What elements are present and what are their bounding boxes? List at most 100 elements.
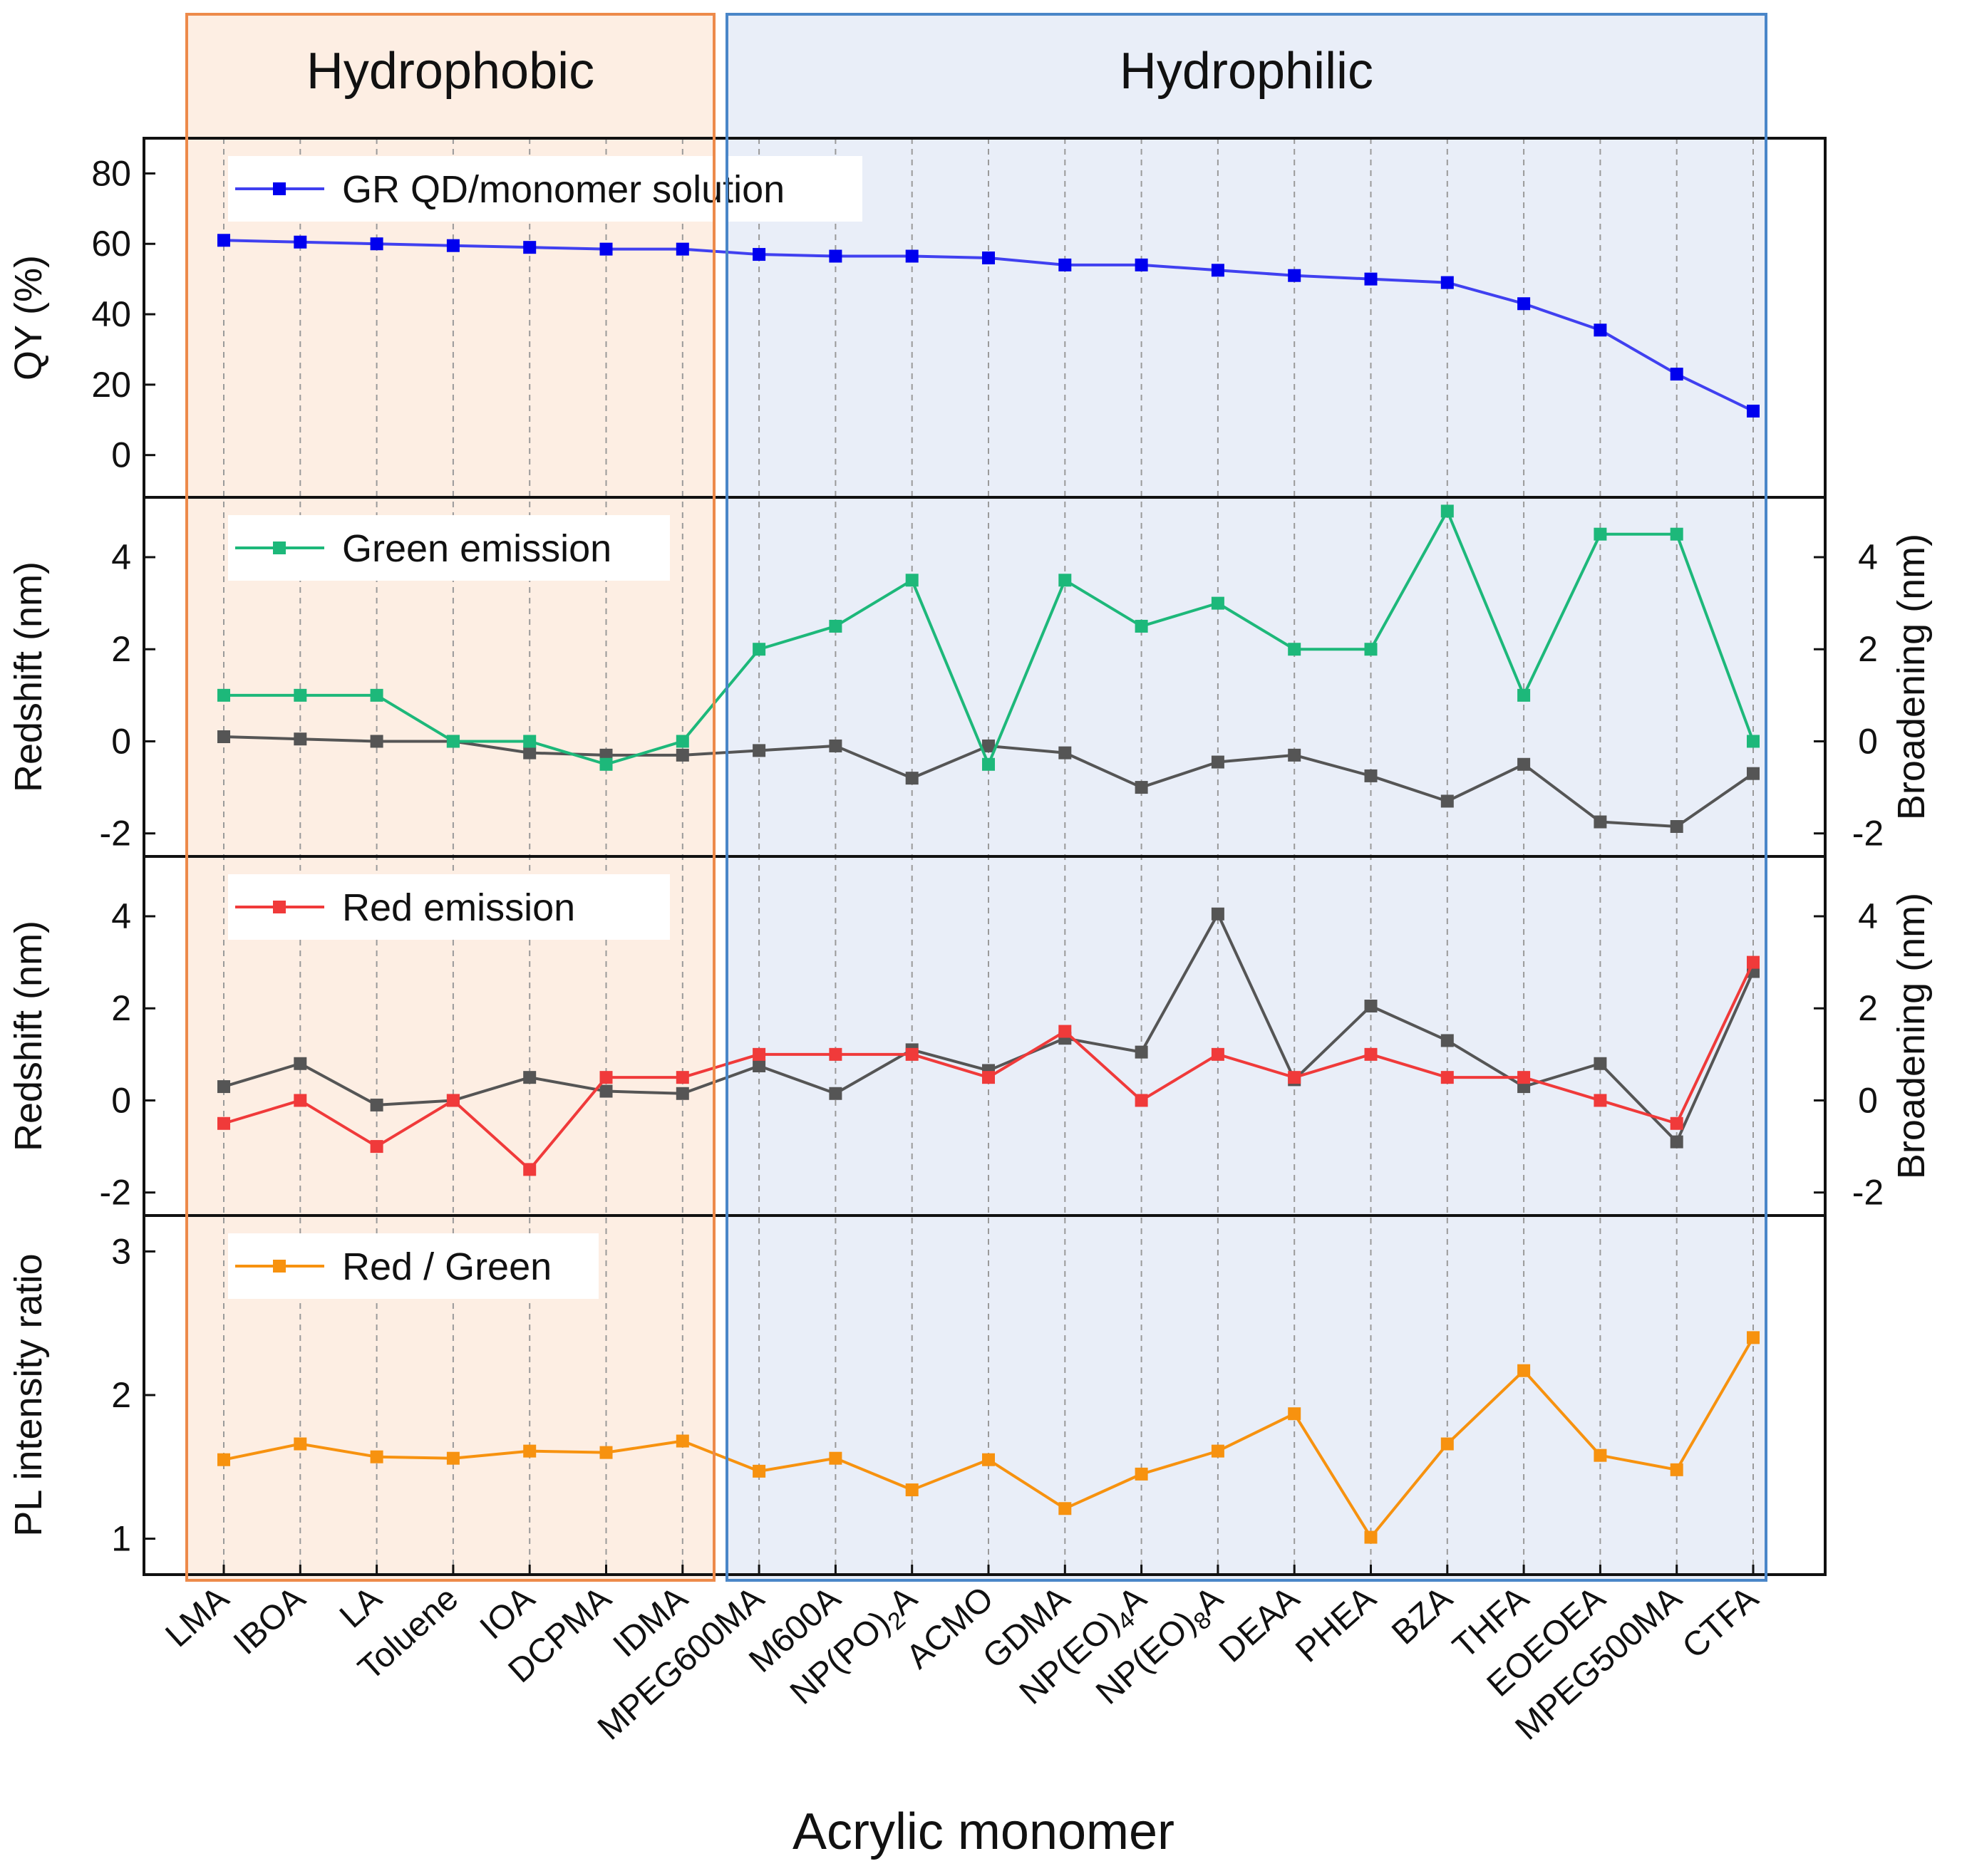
point-red-green-m600a (829, 1451, 842, 1465)
point-red-emission-redshift-dcpma (599, 1071, 613, 1084)
point-green-emission-broadening-ctfa (1747, 767, 1760, 780)
series-gr-qd-monomer-solution (217, 234, 1760, 418)
point-gr-qd-monomer-solution-dcpma (599, 242, 613, 256)
panel-green-ytick-label: 4 (111, 537, 131, 577)
point-red-green-np-eo-8a (1211, 1444, 1224, 1458)
point-green-emission-redshift-la (370, 688, 383, 702)
point-red-green-np-po-2a (905, 1483, 919, 1497)
point-gr-qd-monomer-solution-np-eo-4a (1135, 258, 1148, 271)
point-green-emission-redshift-np-eo-4a (1135, 619, 1148, 633)
point-red-emission-redshift-np-eo-4a (1135, 1094, 1148, 1107)
x-label-text: PHEA (1289, 1580, 1383, 1670)
series-red-green (217, 1331, 1760, 1544)
point-green-emission-redshift-deaa (1288, 643, 1301, 656)
panel-green-ylabel: Redshift (nm) (7, 561, 50, 792)
point-gr-qd-monomer-solution-toluene (446, 239, 460, 252)
point-gr-qd-monomer-solution-phea (1364, 272, 1378, 286)
point-green-emission-broadening-ioa (523, 746, 537, 760)
point-red-green-eoeoea (1594, 1449, 1607, 1462)
panel-green-ytick-label: 0 (111, 721, 131, 761)
panel-green-ytick-label: -2 (100, 814, 131, 854)
point-red-emission-broadening-la (370, 1098, 383, 1111)
point-red-emission-redshift-iboa (294, 1094, 307, 1107)
panel-green-ytick-label-right: -2 (1852, 814, 1884, 854)
panel-qy-ytick-label: 80 (91, 153, 131, 193)
panel-red-ytick-label: 4 (111, 896, 131, 936)
region-hydrophobic-background (187, 14, 714, 1580)
panel-red-ytick-label: 2 (111, 988, 131, 1028)
x-label-text: ACMO (899, 1580, 1001, 1677)
panel-qy-ytick-label: 40 (91, 294, 131, 334)
point-gr-qd-monomer-solution-np-eo-8a (1211, 264, 1224, 277)
point-green-emission-broadening-lma (217, 730, 230, 743)
x-label-acmo: ACMO (899, 1580, 1001, 1677)
panel-ratio-ytick-label: 1 (111, 1519, 131, 1559)
panel-red-ytick-label-right: 0 (1858, 1080, 1878, 1120)
point-red-emission-redshift-toluene (446, 1094, 460, 1107)
point-green-emission-broadening-gdma (1058, 746, 1072, 760)
x-axis-title: Acrylic monomer (792, 1803, 1174, 1860)
point-green-emission-redshift-eoeoea (1594, 527, 1607, 541)
point-red-green-phea (1364, 1530, 1378, 1544)
point-green-emission-redshift-ioa (523, 735, 537, 748)
series-green-emission-redshift (217, 504, 1760, 771)
point-red-emission-redshift-idma (676, 1071, 689, 1084)
point-green-emission-broadening-np-eo-4a (1135, 781, 1148, 794)
point-green-emission-broadening-acmo (982, 739, 995, 752)
point-red-emission-broadening-mpeg600ma (753, 1059, 766, 1072)
point-red-green-ctfa (1747, 1331, 1760, 1344)
point-red-emission-broadening-mpeg500ma (1670, 1135, 1683, 1149)
point-red-green-dcpma (599, 1446, 613, 1459)
point-red-green-mpeg500ma (1670, 1463, 1683, 1476)
x-label-text: LA (333, 1580, 389, 1636)
panel-red-legend: Red emission (228, 874, 670, 940)
point-green-emission-redshift-np-po-2a (905, 574, 919, 587)
point-green-emission-broadening-la (370, 735, 383, 748)
point-red-green-iboa (294, 1437, 307, 1451)
point-gr-qd-monomer-solution-deaa (1288, 269, 1301, 282)
point-green-emission-redshift-dcpma (599, 757, 613, 771)
point-red-green-idma (676, 1434, 689, 1448)
point-red-emission-broadening-phea (1364, 1000, 1378, 1012)
point-red-green-gdma (1058, 1502, 1072, 1515)
point-green-emission-broadening-deaa (1288, 748, 1301, 762)
point-red-emission-redshift-mpeg500ma (1670, 1116, 1683, 1130)
point-red-emission-broadening-iboa (294, 1057, 307, 1070)
point-green-emission-broadening-iboa (294, 732, 307, 746)
point-green-emission-redshift-gdma (1058, 574, 1072, 587)
panel-green: -2 -2 0 0 2 2 4 4 Redshift (nm) Broadening (nm) Gr… (7, 496, 1933, 858)
point-red-emission-redshift-m600a (829, 1047, 842, 1061)
panel-qy: 0 20 40 60 80 QY (%) GR QD/monomer solution (7, 137, 1827, 499)
x-label-lma: LMA (159, 1580, 237, 1654)
point-green-emission-broadening-np-eo-8a (1211, 755, 1224, 769)
point-red-emission-broadening-eoeoea (1594, 1057, 1607, 1070)
point-gr-qd-monomer-solution-eoeoea (1594, 323, 1607, 337)
point-red-emission-redshift-gdma (1058, 1025, 1072, 1038)
point-green-emission-broadening-mpeg500ma (1670, 820, 1683, 833)
point-red-green-la (370, 1450, 383, 1463)
point-green-emission-redshift-phea (1364, 643, 1378, 656)
x-label-text: IBOA (227, 1580, 313, 1662)
x-label-ctfa: CTFA (1676, 1580, 1766, 1666)
point-green-emission-broadening-idma (676, 748, 689, 762)
panel-green-ytick-label: 2 (111, 629, 131, 669)
point-green-emission-redshift-toluene (446, 735, 460, 748)
panel-ratio-ytick-label: 3 (111, 1231, 131, 1271)
point-red-green-thfa (1517, 1364, 1531, 1377)
point-red-green-np-eo-4a (1135, 1467, 1148, 1481)
point-gr-qd-monomer-solution-ctfa (1747, 404, 1760, 418)
panel-qy-ytick-label: 60 (91, 224, 131, 264)
point-red-green-acmo (982, 1453, 995, 1466)
panel-red: -2 -2 0 0 2 2 4 4 Redshift (nm) Broadening (nm) Re… (7, 855, 1933, 1217)
panel-green-ytick-label-right: 2 (1858, 629, 1878, 669)
point-green-emission-broadening-m600a (829, 739, 842, 752)
point-red-emission-redshift-np-po-2a (905, 1047, 919, 1061)
legend-marker (273, 901, 286, 913)
legend-label: Red / Green (342, 1245, 552, 1288)
panel-qy-ytick-label: 0 (111, 435, 131, 475)
point-gr-qd-monomer-solution-la (370, 237, 383, 251)
x-label-phea: PHEA (1289, 1580, 1383, 1670)
point-gr-qd-monomer-solution-iboa (294, 235, 307, 249)
point-green-emission-redshift-m600a (829, 619, 842, 633)
